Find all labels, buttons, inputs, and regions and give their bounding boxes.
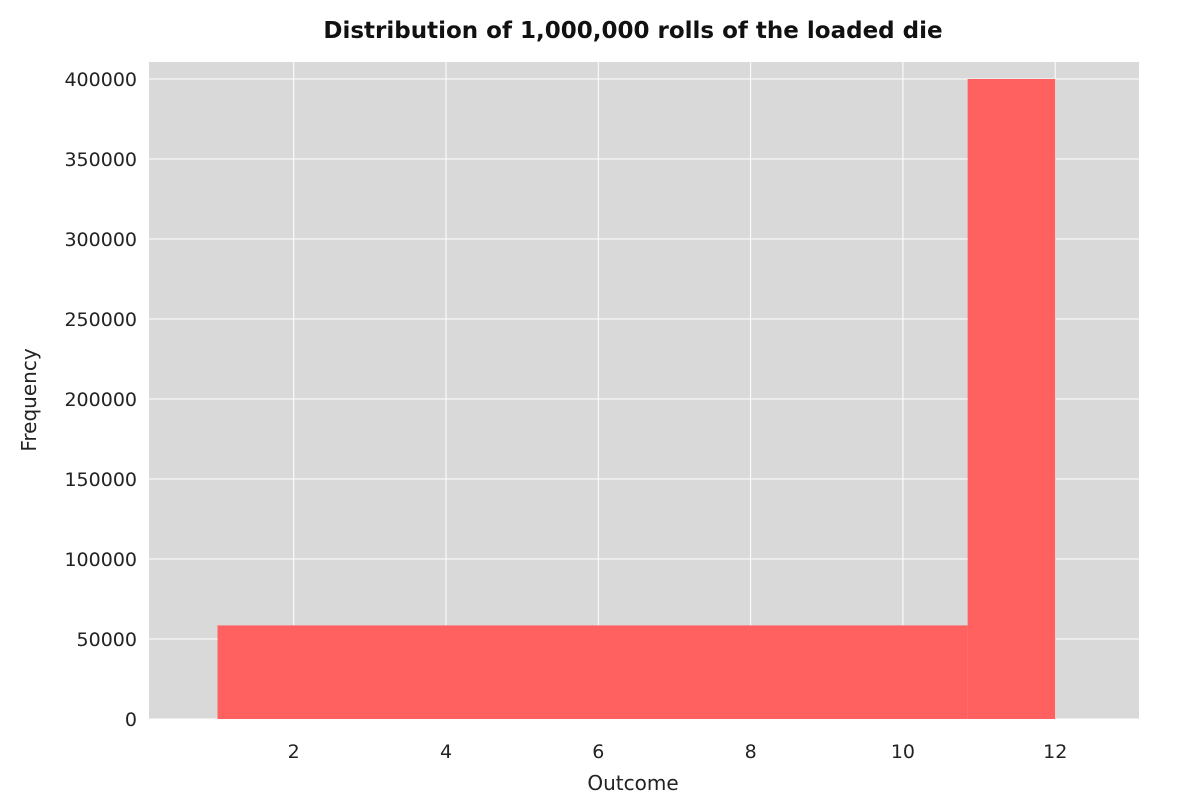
y-tick-label: 400000: [64, 69, 137, 91]
y-axis-label: Frequency: [17, 348, 41, 451]
y-tick-label: 0: [125, 709, 137, 731]
histogram-bar: [967, 79, 1056, 719]
x-tick-label: 4: [440, 741, 452, 763]
chart-title: Distribution of 1,000,000 rolls of the l…: [323, 18, 942, 44]
y-tick-label: 250000: [64, 309, 137, 331]
y-tick-label: 50000: [77, 629, 137, 651]
y-tick-label: 300000: [64, 229, 137, 251]
y-tick-label: 150000: [64, 469, 137, 491]
x-tick-label: 8: [745, 741, 757, 763]
x-tick-label: 10: [891, 741, 915, 763]
y-axis-ticks: 0 50000 100000 150000 200000 250000 300000 3500…: [64, 69, 137, 731]
y-tick-label: 350000: [64, 149, 137, 171]
x-tick-label: 2: [288, 741, 300, 763]
histogram-bar: [217, 625, 968, 719]
x-axis-ticks: 2 4 6 8 10 12: [288, 741, 1068, 763]
x-axis-label: Outcome: [587, 771, 678, 795]
bars: [217, 79, 1056, 719]
y-tick-label: 200000: [64, 389, 137, 411]
y-tick-label: 100000: [64, 549, 137, 571]
x-tick-label: 6: [592, 741, 604, 763]
x-tick-label: 12: [1043, 741, 1067, 763]
